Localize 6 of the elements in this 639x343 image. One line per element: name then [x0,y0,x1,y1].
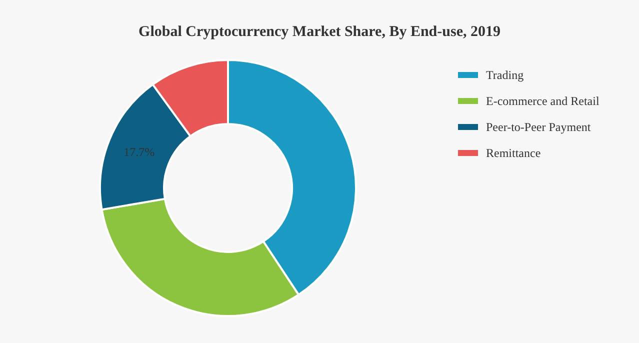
legend-label: Remittance [486,146,541,160]
legend-label: Trading [486,68,524,82]
legend-label: E-commerce and Retail [486,94,600,108]
data-label: 17.7% [124,144,155,159]
legend-label: Peer-to-Peer Payment [486,120,592,134]
chart-title: Global Cryptocurrency Market Share, By End-use, 2019 [138,24,500,40]
